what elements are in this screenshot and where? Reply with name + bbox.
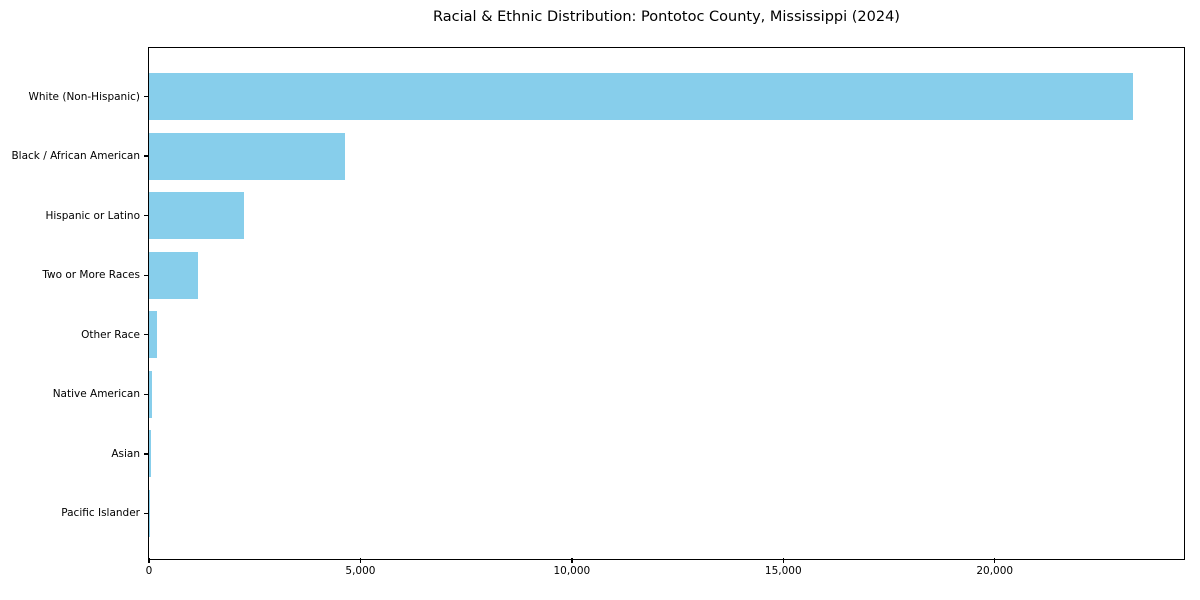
x-tick-mark: [359, 558, 362, 563]
x-tick-label: 20,000: [976, 565, 1014, 577]
bar: [149, 311, 158, 359]
y-axis-label: White (Non-Hispanic): [28, 90, 140, 103]
y-axis-label: Pacific Islander: [61, 507, 140, 520]
y-axis-label: Hispanic or Latino: [45, 209, 140, 222]
x-tick-mark: [148, 558, 150, 563]
x-tick-mark: [571, 558, 573, 563]
y-tick-mark: [143, 155, 149, 157]
x-tick-label: 15,000: [764, 565, 802, 577]
y-tick-mark: [143, 274, 149, 276]
bar: [149, 251, 198, 299]
plot-area: White (Non-Hispanic) Black / African Amer…: [11, 47, 1185, 577]
x-tick-label: 0: [145, 565, 153, 577]
y-axis-label: Native American: [52, 388, 140, 401]
x-tick-mark: [782, 558, 784, 563]
y-tick-mark: [143, 453, 149, 455]
y-tick-mark: [143, 214, 149, 217]
bar: [149, 192, 244, 240]
x-tick-mark: [994, 558, 996, 563]
x-tick-label: 10,000: [553, 565, 591, 577]
y-tick-mark: [143, 95, 149, 98]
y-tick-mark: [143, 393, 149, 395]
y-axis-label: Asian: [111, 447, 140, 460]
y-tick-mark: [143, 512, 149, 515]
chart-title: Racial & Ethnic Distribution: Pontotoc C…: [433, 9, 900, 25]
x-tick-label: 5,000: [345, 565, 376, 577]
bar: [149, 132, 346, 180]
y-axis-label: Other Race: [81, 328, 140, 341]
bar: [149, 370, 152, 418]
y-axis-label: Black / African American: [11, 150, 140, 163]
y-axis-label: Two or More Races: [42, 269, 140, 282]
y-tick-mark: [143, 334, 149, 336]
bar: [149, 73, 1134, 120]
bar: [149, 430, 151, 478]
